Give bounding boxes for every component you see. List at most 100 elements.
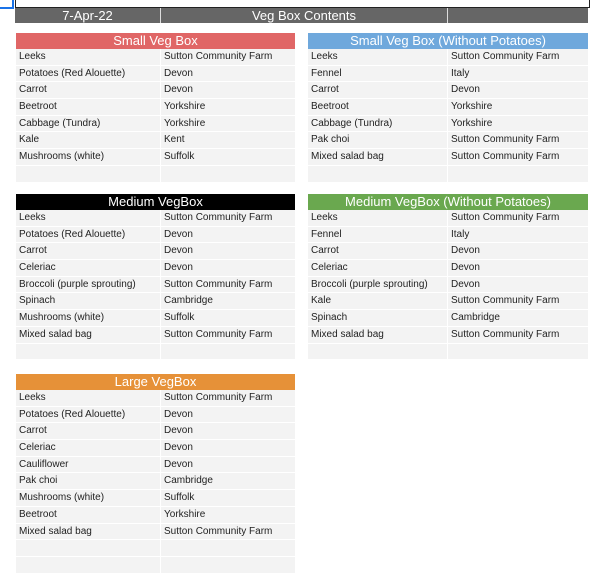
item-cell[interactable]: Potatoes (Red Alouette) [16,226,161,244]
origin-cell[interactable]: Devon [161,243,295,261]
item-cell[interactable]: Beetroot [16,506,161,524]
blank-header-cell[interactable] [448,8,588,23]
origin-cell[interactable]: Sutton Community Farm [448,326,588,344]
origin-cell[interactable]: Sutton Community Farm [448,132,588,150]
origin-cell[interactable]: Yorkshire [161,99,295,116]
box-title[interactable]: Medium VegBox (Without Potatoes) [308,194,588,210]
item-cell[interactable]: Leeks [16,49,161,66]
origin-cell[interactable]: Sutton Community Farm [448,293,588,311]
origin-cell[interactable]: Devon [448,260,588,277]
origin-cell[interactable]: Italy [448,65,588,83]
origin-cell[interactable]: Devon [161,456,295,474]
origin-cell[interactable]: Devon [161,82,295,100]
item-cell[interactable]: Celeriac [16,440,161,457]
item-cell[interactable]: Spinach [16,293,161,311]
origin-cell[interactable]: Suffolk [161,490,295,507]
origin-cell[interactable]: Sutton Community Farm [161,523,295,541]
box-title[interactable]: Large VegBox [16,374,295,390]
origin-cell[interactable]: Yorkshire [448,115,588,133]
item-cell[interactable]: Mushrooms (white) [16,490,161,507]
item-cell[interactable]: Pak choi [308,132,448,150]
origin-cell[interactable]: Devon [448,276,588,294]
empty-cell[interactable] [448,165,588,183]
top-cell[interactable] [15,0,590,8]
item-cell[interactable]: Cabbage (Tundra) [16,115,161,133]
box-title[interactable]: Medium VegBox [16,194,295,210]
origin-cell[interactable]: Devon [161,406,295,424]
empty-cell[interactable] [16,343,161,361]
origin-cell[interactable]: Cambridge [161,293,295,311]
origin-cell[interactable]: Devon [448,82,588,100]
origin-cell[interactable]: Suffolk [161,149,295,166]
origin-cell[interactable]: Sutton Community Farm [448,210,588,227]
item-cell[interactable]: Cauliflower [16,456,161,474]
origin-cell[interactable]: Devon [448,243,588,261]
item-cell[interactable]: Broccoli (purple sprouting) [308,276,448,294]
empty-cell[interactable] [308,165,448,183]
origin-cell[interactable]: Kent [161,132,295,150]
item-cell[interactable]: Mushrooms (white) [16,149,161,166]
origin-cell[interactable]: Italy [448,226,588,244]
item-cell[interactable]: Carrot [16,82,161,100]
origin-cell[interactable]: Sutton Community Farm [448,149,588,166]
item-cell[interactable]: Fennel [308,65,448,83]
origin-cell[interactable]: Sutton Community Farm [161,210,295,227]
item-cell[interactable]: Kale [16,132,161,150]
item-cell[interactable]: Spinach [308,310,448,327]
empty-cell[interactable] [16,540,161,557]
item-cell[interactable]: Carrot [308,82,448,100]
item-cell[interactable]: Kale [308,293,448,311]
box-title[interactable]: Small Veg Box (Without Potatoes) [308,33,588,49]
origin-cell[interactable]: Suffolk [161,310,295,327]
origin-cell[interactable]: Devon [161,65,295,83]
empty-cell[interactable] [308,343,448,361]
origin-cell[interactable]: Yorkshire [448,99,588,116]
item-cell[interactable]: Celeriac [308,260,448,277]
item-cell[interactable]: Pak choi [16,473,161,491]
origin-cell[interactable]: Devon [161,423,295,441]
empty-cell[interactable] [16,165,161,183]
empty-cell[interactable] [161,343,295,361]
origin-cell[interactable]: Sutton Community Farm [448,49,588,66]
item-cell[interactable]: Beetroot [16,99,161,116]
item-cell[interactable]: Leeks [16,210,161,227]
selected-cell[interactable] [0,0,14,9]
origin-cell[interactable]: Sutton Community Farm [161,276,295,294]
origin-cell[interactable]: Yorkshire [161,115,295,133]
title-cell[interactable]: Veg Box Contents [161,8,448,23]
item-cell[interactable]: Leeks [308,49,448,66]
empty-cell[interactable] [16,556,161,574]
item-cell[interactable]: Cabbage (Tundra) [308,115,448,133]
item-cell[interactable]: Mixed salad bag [308,149,448,166]
item-cell[interactable]: Fennel [308,226,448,244]
origin-cell[interactable]: Sutton Community Farm [161,390,295,407]
origin-cell[interactable]: Yorkshire [161,506,295,524]
empty-cell[interactable] [161,556,295,574]
origin-cell[interactable]: Devon [161,260,295,277]
item-cell[interactable]: Leeks [16,390,161,407]
box-title[interactable]: Small Veg Box [16,33,295,49]
empty-cell[interactable] [448,343,588,361]
item-cell[interactable]: Mixed salad bag [308,326,448,344]
origin-cell[interactable]: Cambridge [161,473,295,491]
item-cell[interactable]: Mixed salad bag [16,523,161,541]
empty-cell[interactable] [161,165,295,183]
item-cell[interactable]: Mushrooms (white) [16,310,161,327]
empty-cell[interactable] [161,540,295,557]
origin-cell[interactable]: Devon [161,440,295,457]
item-cell[interactable]: Leeks [308,210,448,227]
item-cell[interactable]: Carrot [308,243,448,261]
date-cell[interactable]: 7-Apr-22 [15,8,161,23]
origin-cell[interactable]: Sutton Community Farm [161,326,295,344]
item-cell[interactable]: Carrot [16,423,161,441]
origin-cell[interactable]: Devon [161,226,295,244]
item-cell[interactable]: Carrot [16,243,161,261]
item-cell[interactable]: Beetroot [308,99,448,116]
item-cell[interactable]: Mixed salad bag [16,326,161,344]
origin-cell[interactable]: Cambridge [448,310,588,327]
item-cell[interactable]: Celeriac [16,260,161,277]
item-cell[interactable]: Broccoli (purple sprouting) [16,276,161,294]
item-cell[interactable]: Potatoes (Red Alouette) [16,65,161,83]
item-cell[interactable]: Potatoes (Red Alouette) [16,406,161,424]
origin-cell[interactable]: Sutton Community Farm [161,49,295,66]
